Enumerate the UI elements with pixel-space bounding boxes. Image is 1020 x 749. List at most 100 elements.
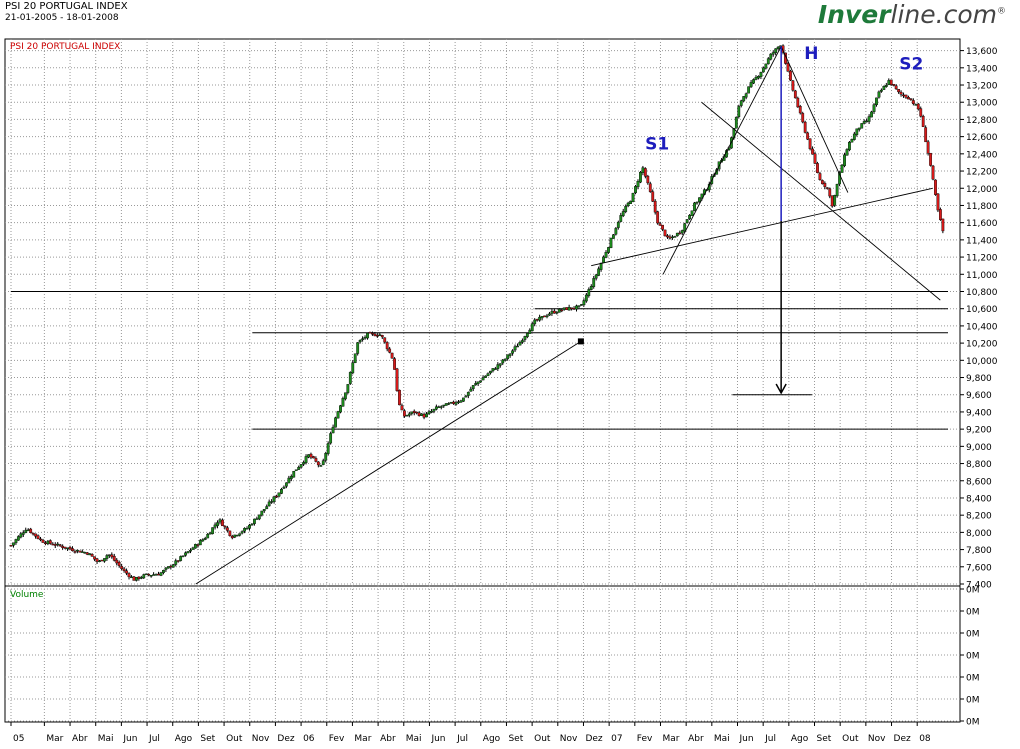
candle-up — [346, 384, 350, 393]
candle-down — [889, 79, 893, 85]
candle-down — [9, 544, 13, 547]
candle-up — [685, 219, 689, 224]
candle-up — [877, 91, 881, 98]
candle-up — [496, 364, 500, 369]
candle-down — [452, 401, 455, 404]
candle-up — [16, 536, 20, 541]
y-tick-label: 12,600 — [966, 133, 998, 143]
x-tick-label: Jul — [764, 734, 776, 744]
candle-up — [597, 268, 601, 276]
candle-down — [125, 570, 128, 574]
candle-up — [631, 192, 635, 202]
y-tick-label: 11,600 — [966, 219, 998, 229]
candle-up — [253, 518, 256, 524]
candle-down — [653, 200, 657, 213]
y-tick-label: 12,000 — [966, 185, 998, 195]
candle-down — [112, 555, 116, 561]
candle-down — [911, 100, 915, 105]
candle-up — [867, 116, 871, 122]
candle-up — [208, 532, 212, 535]
candle-down — [661, 224, 664, 230]
y-tick-label: 9,800 — [966, 374, 992, 384]
candle-down — [663, 229, 667, 237]
candle-up — [525, 333, 529, 338]
candle-down — [648, 183, 652, 192]
y-tick-label: 8,600 — [966, 477, 992, 487]
candle-down — [412, 410, 416, 413]
x-tick-label: Nov — [252, 734, 270, 744]
candle-down — [811, 148, 814, 155]
candle-up — [528, 329, 532, 334]
candle-up — [548, 313, 551, 316]
candle-up — [302, 462, 305, 465]
candle-down — [375, 335, 379, 337]
candle-up — [255, 518, 259, 520]
volume-tick-label: 0M — [966, 674, 980, 684]
candle-down — [61, 545, 65, 548]
candle-down — [388, 348, 392, 353]
candle-down — [818, 173, 822, 181]
x-tick-label: Mai — [406, 734, 422, 744]
candle-down — [941, 218, 945, 232]
candle-down — [51, 543, 55, 546]
candle-up — [634, 186, 637, 194]
y-tick-label: 9,600 — [966, 391, 992, 401]
y-tick-label: 9,000 — [966, 443, 992, 453]
candle-down — [29, 528, 33, 533]
candle-up — [149, 575, 153, 577]
x-tick-label: Jun — [430, 734, 445, 744]
inverline-logo[interactable]: Inverline.com® — [817, 0, 1006, 29]
candle-down — [899, 91, 903, 95]
candle-down — [931, 165, 935, 180]
candle-up — [511, 350, 514, 354]
x-tick-label: Fev — [637, 734, 653, 744]
candle-up — [607, 247, 610, 253]
candle-up — [835, 183, 839, 197]
candle-up — [216, 522, 219, 526]
candle-up — [747, 86, 751, 94]
candle-up — [609, 237, 613, 248]
x-tick-label: Out — [534, 734, 551, 744]
candle-up — [584, 294, 588, 302]
candle-down — [312, 456, 315, 459]
candle-down — [373, 333, 377, 337]
x-tick-label: Set — [200, 734, 215, 744]
candle-up — [299, 464, 303, 468]
candle-up — [555, 312, 559, 314]
candle-down — [120, 566, 124, 569]
candle-up — [238, 533, 242, 536]
candle-up — [410, 411, 414, 414]
candle-down — [909, 98, 913, 100]
candle-down — [643, 168, 647, 177]
candle-up — [508, 353, 512, 356]
candle-down — [110, 554, 114, 558]
volume-axis: 0M 0M 0M 0M 0M 0M 0M — [960, 586, 980, 728]
candle-down — [417, 412, 421, 416]
candle-up — [466, 391, 470, 396]
candle-down — [63, 546, 67, 549]
candle-up — [469, 388, 473, 392]
candle-down — [275, 496, 278, 498]
candle-down — [385, 342, 389, 350]
candle-up — [875, 97, 878, 106]
candle-up — [46, 540, 50, 545]
candle-down — [53, 544, 57, 546]
candle-down — [422, 414, 426, 418]
candle-down — [897, 89, 901, 93]
candle-up — [194, 544, 197, 549]
candle-up — [545, 315, 549, 318]
x-tick-label: Jul — [148, 734, 160, 744]
candle-up — [636, 181, 640, 188]
candle-up — [690, 210, 694, 216]
candle-down — [894, 85, 898, 90]
x-tick-label: Nov — [560, 734, 578, 744]
candle-down — [78, 550, 82, 553]
candle-up — [361, 338, 365, 340]
candle-up — [319, 465, 323, 467]
candle-up — [430, 411, 433, 413]
y-tick-label: 11,200 — [966, 254, 998, 264]
candle-up — [865, 120, 869, 123]
candle-down — [402, 410, 406, 417]
candle-down — [393, 358, 396, 370]
